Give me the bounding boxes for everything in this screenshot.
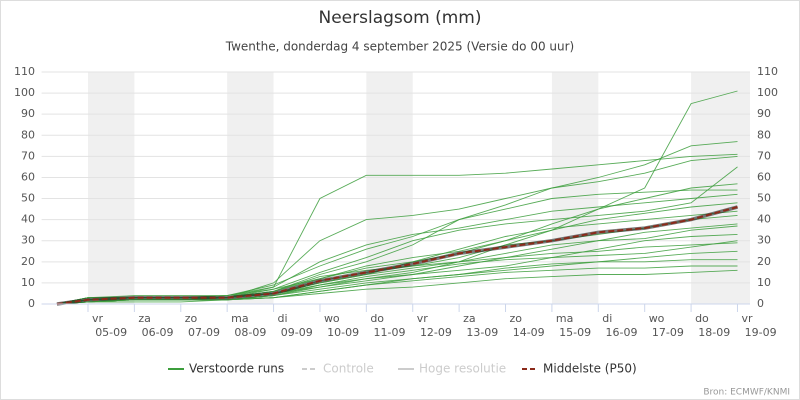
chart-title: Neerslagsom (mm) — [318, 8, 481, 28]
y-tick-label: 30 — [21, 234, 35, 247]
day-band — [87, 72, 135, 304]
chart-subtitle: Twenthe, donderdag 4 september 2025 (Ver… — [225, 40, 574, 54]
x-weekday-label: vr — [741, 312, 753, 325]
y2-tick-label: 60 — [757, 170, 771, 183]
x-tick-label: 17-09 — [652, 326, 684, 339]
x-tick-label: 08-09 — [234, 326, 266, 339]
x-weekday-label: do — [370, 312, 384, 325]
x-tick-label: 07-09 — [188, 326, 220, 339]
y-tick-label: 70 — [21, 149, 35, 162]
y2-tick-label: 50 — [757, 192, 771, 205]
x-tick-label: 19-09 — [745, 326, 777, 339]
y2-tick-label: 90 — [757, 107, 771, 120]
x-tick-label: 14-09 — [513, 326, 545, 339]
y2-tick-label: 80 — [757, 128, 771, 141]
x-weekday-label: zo — [510, 312, 523, 325]
x-tick-label: 16-09 — [606, 326, 638, 339]
ensemble-line — [56, 183, 738, 305]
legend-label[interactable]: Middelste (P50) — [543, 362, 637, 376]
y-tick-label: 0 — [28, 297, 35, 310]
x-tick-label: 13-09 — [466, 326, 498, 339]
legend-label[interactable]: Hoge resolutie — [419, 362, 506, 376]
x-tick-label: 05-09 — [95, 326, 127, 339]
day-band — [227, 72, 274, 304]
axes: 0 10 20 30 40 50 60 70 80 90 100 110 0 10 20 30 40 50 60 70… — [14, 65, 778, 339]
x-tick-label: 18-09 — [698, 326, 730, 339]
x-tick-label: 12-09 — [420, 326, 452, 339]
x-weekday-label: di — [278, 312, 288, 325]
y-tick-label: 100 — [14, 86, 35, 99]
ensemble-line — [56, 265, 738, 305]
y-tick-label: 10 — [21, 276, 35, 289]
source: Bron: ECMWF/KNMI — [703, 388, 790, 398]
x-weekday-label: vr — [417, 312, 429, 325]
x-weekday-label: za — [138, 312, 151, 325]
bands — [87, 72, 750, 304]
x-weekday-label: ma — [231, 312, 248, 325]
y2-tick-label: 30 — [757, 234, 771, 247]
lines — [56, 90, 738, 306]
day-band — [691, 72, 738, 304]
x-weekday-label: zo — [185, 312, 198, 325]
legend-label[interactable]: Controle — [323, 362, 374, 376]
x-tick-label: 06-09 — [142, 326, 174, 339]
y2-tick-label: 20 — [757, 255, 771, 268]
series-line — [56, 206, 738, 305]
y2-tick-label: 110 — [757, 65, 778, 78]
y2-tick-label: 10 — [757, 276, 771, 289]
y2-tick-label: 70 — [757, 149, 771, 162]
x-weekday-label: wo — [649, 312, 665, 325]
y-tick-label: 90 — [21, 107, 35, 120]
x-weekday-label: do — [695, 312, 709, 325]
x-weekday-label: di — [602, 312, 612, 325]
y2-tick-label: 100 — [757, 86, 778, 99]
x-tick-label: 11-09 — [374, 326, 406, 339]
x-weekday-label: ma — [556, 312, 573, 325]
x-tick-label: 15-09 — [559, 326, 591, 339]
x-weekday-label: wo — [324, 312, 340, 325]
legend-label[interactable]: Verstoorde runs — [189, 362, 284, 376]
day-band — [737, 72, 750, 304]
x-weekday-label: vr — [92, 312, 104, 325]
y-tick-label: 80 — [21, 128, 35, 141]
y-tick-label: 50 — [21, 192, 35, 205]
legend: Verstoorde runs Controle Hoge resolutie Mid… — [168, 362, 637, 376]
x-tick-label: 09-09 — [281, 326, 313, 339]
y-tick-label: 110 — [14, 65, 35, 78]
y2-tick-label: 40 — [757, 213, 771, 226]
x-tick-label: 10-09 — [327, 326, 359, 339]
y-tick-label: 20 — [21, 255, 35, 268]
y-tick-label: 40 — [21, 213, 35, 226]
x-weekday-label: za — [463, 312, 476, 325]
ensemble-line — [56, 250, 738, 305]
y-tick-label: 60 — [21, 170, 35, 183]
y2-tick-label: 0 — [757, 297, 764, 310]
